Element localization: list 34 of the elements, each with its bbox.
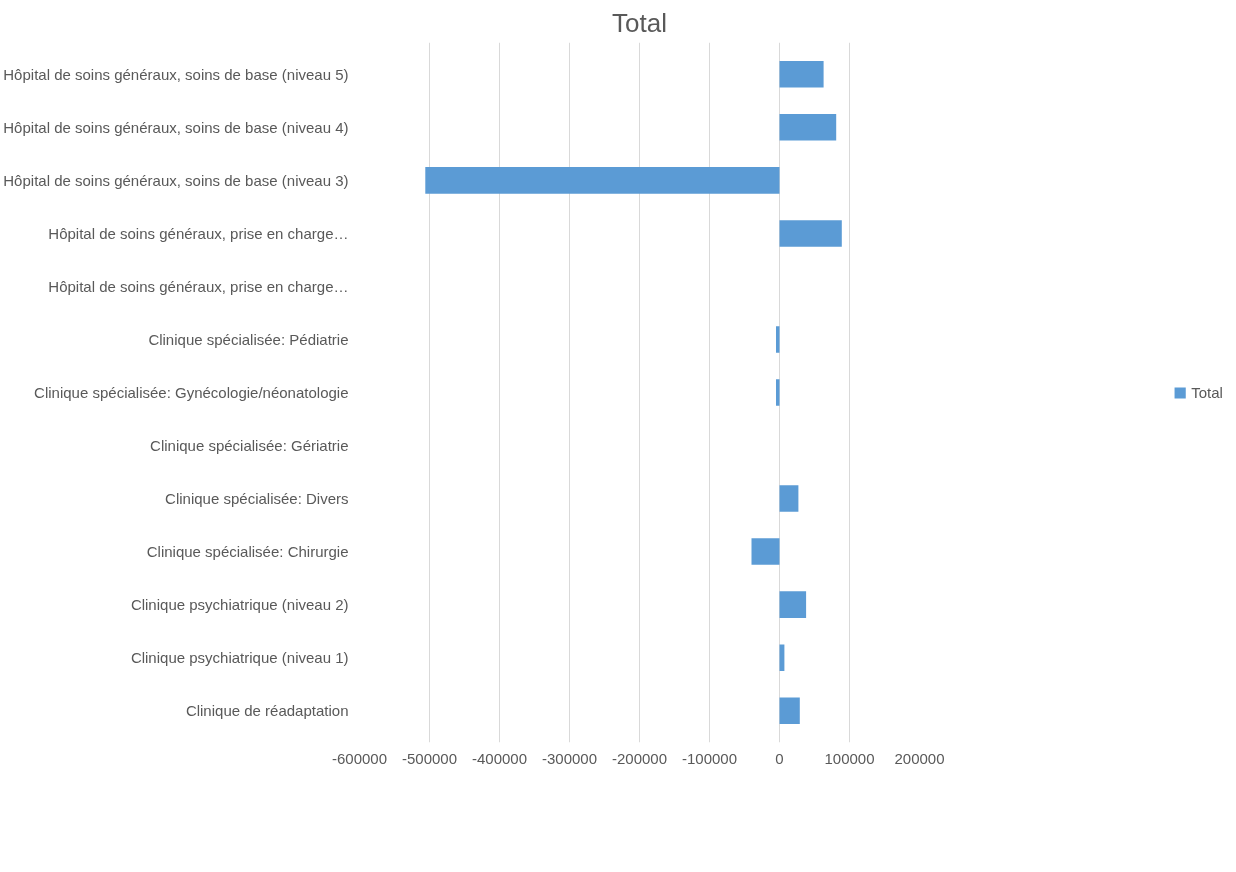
y-tick-label: Hôpital de soins généraux, soins de base (niveau 5): [3, 65, 349, 83]
x-tick-label: -600000: [331, 749, 388, 767]
x-tick-label: -300000: [541, 749, 598, 767]
bar: [779, 697, 800, 724]
y-tick-label: Clinique de réadaptation: [185, 702, 349, 720]
bar: [779, 114, 837, 141]
x-tick-label: 200000: [894, 749, 945, 767]
y-tick-label: Clinique psychiatrique (niveau 2): [130, 596, 349, 614]
x-tick-label: 100000: [824, 749, 875, 767]
bar: [779, 61, 824, 88]
bar: [776, 379, 780, 406]
bar: [425, 167, 780, 194]
x-tick-label: 0: [775, 749, 784, 767]
x-tick-label: -200000: [611, 749, 668, 767]
bar: [779, 220, 842, 247]
y-tick-label: Clinique psychiatrique (niveau 1): [130, 649, 349, 667]
bar: [776, 326, 780, 353]
legend-label: Total: [1191, 383, 1223, 401]
y-tick-label: Clinique spécialisée: Pédiatrie: [148, 330, 349, 348]
y-tick-label: Hôpital de soins généraux, prise en charge…: [48, 224, 349, 242]
y-tick-label: Hôpital de soins généraux, soins de base (niveau 4): [3, 118, 349, 136]
y-tick-label: Clinique spécialisée: Gynécologie/néonatologie: [34, 384, 349, 401]
y-tick-label: Hôpital de soins généraux, soins de base (niveau 3): [3, 171, 349, 189]
x-tick-label: -100000: [681, 749, 738, 767]
y-tick-label: Hôpital de soins généraux, prise en charge…: [48, 277, 349, 295]
bar: [779, 485, 799, 512]
x-tick-label: -400000: [471, 749, 528, 767]
y-tick-label: Clinique spécialisée: Chirurgie: [146, 543, 349, 561]
bar: [751, 538, 780, 565]
chart-title: Total: [612, 7, 667, 38]
bar: [779, 591, 807, 618]
y-tick-label: Clinique spécialisée: Gériatrie: [150, 437, 349, 455]
x-tick-label: -500000: [401, 749, 458, 767]
y-tick-label: Clinique spécialisée: Divers: [165, 490, 349, 508]
